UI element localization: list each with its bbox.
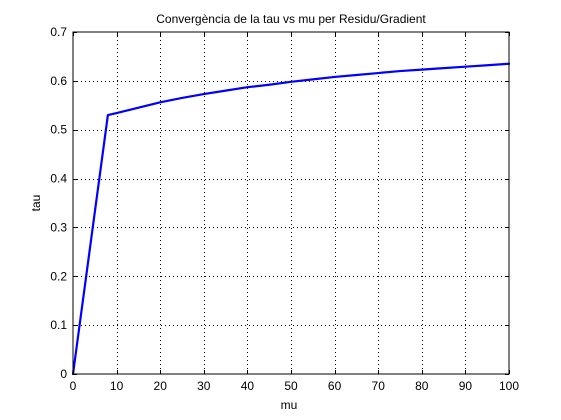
y-tick-label: 0.7 bbox=[50, 25, 67, 39]
x-tick-label: 0 bbox=[70, 379, 77, 393]
y-tick-label: 0.2 bbox=[50, 269, 67, 283]
y-tick-label: 0.3 bbox=[50, 220, 67, 234]
x-tick-label: 50 bbox=[284, 379, 298, 393]
x-axis-label: mu bbox=[281, 398, 298, 412]
chart-title: Convergència de la tau vs mu per Residu/… bbox=[156, 12, 426, 26]
series-line bbox=[71, 62, 511, 376]
x-tick-label: 20 bbox=[154, 379, 168, 393]
x-tick-label: 80 bbox=[415, 379, 429, 393]
y-tick-label: 0.1 bbox=[50, 318, 67, 332]
y-tick-label: 0.5 bbox=[50, 123, 67, 137]
series-layer bbox=[71, 62, 511, 376]
x-tick-label: 10 bbox=[110, 379, 124, 393]
y-axis-label: tau bbox=[29, 195, 43, 212]
x-tick-label: 30 bbox=[197, 379, 211, 393]
y-tick-label: 0 bbox=[60, 367, 67, 381]
y-tick-label: 0.4 bbox=[50, 172, 67, 186]
tick-label-layer: 0 10 20 30 40 50 60 70 80 90 100 0 0.1 0.2 0.3 0.4 0.5 0.… bbox=[50, 25, 519, 393]
x-tick-label: 40 bbox=[241, 379, 255, 393]
x-tick-label: 90 bbox=[459, 379, 473, 393]
plot-area bbox=[73, 32, 509, 374]
y-tick-label: 0.6 bbox=[50, 74, 67, 88]
x-tick-label: 60 bbox=[328, 379, 342, 393]
grid-layer bbox=[73, 32, 509, 374]
x-tick-label: 70 bbox=[372, 379, 386, 393]
x-tick-label: 100 bbox=[499, 379, 519, 393]
tick-layer bbox=[73, 32, 510, 375]
